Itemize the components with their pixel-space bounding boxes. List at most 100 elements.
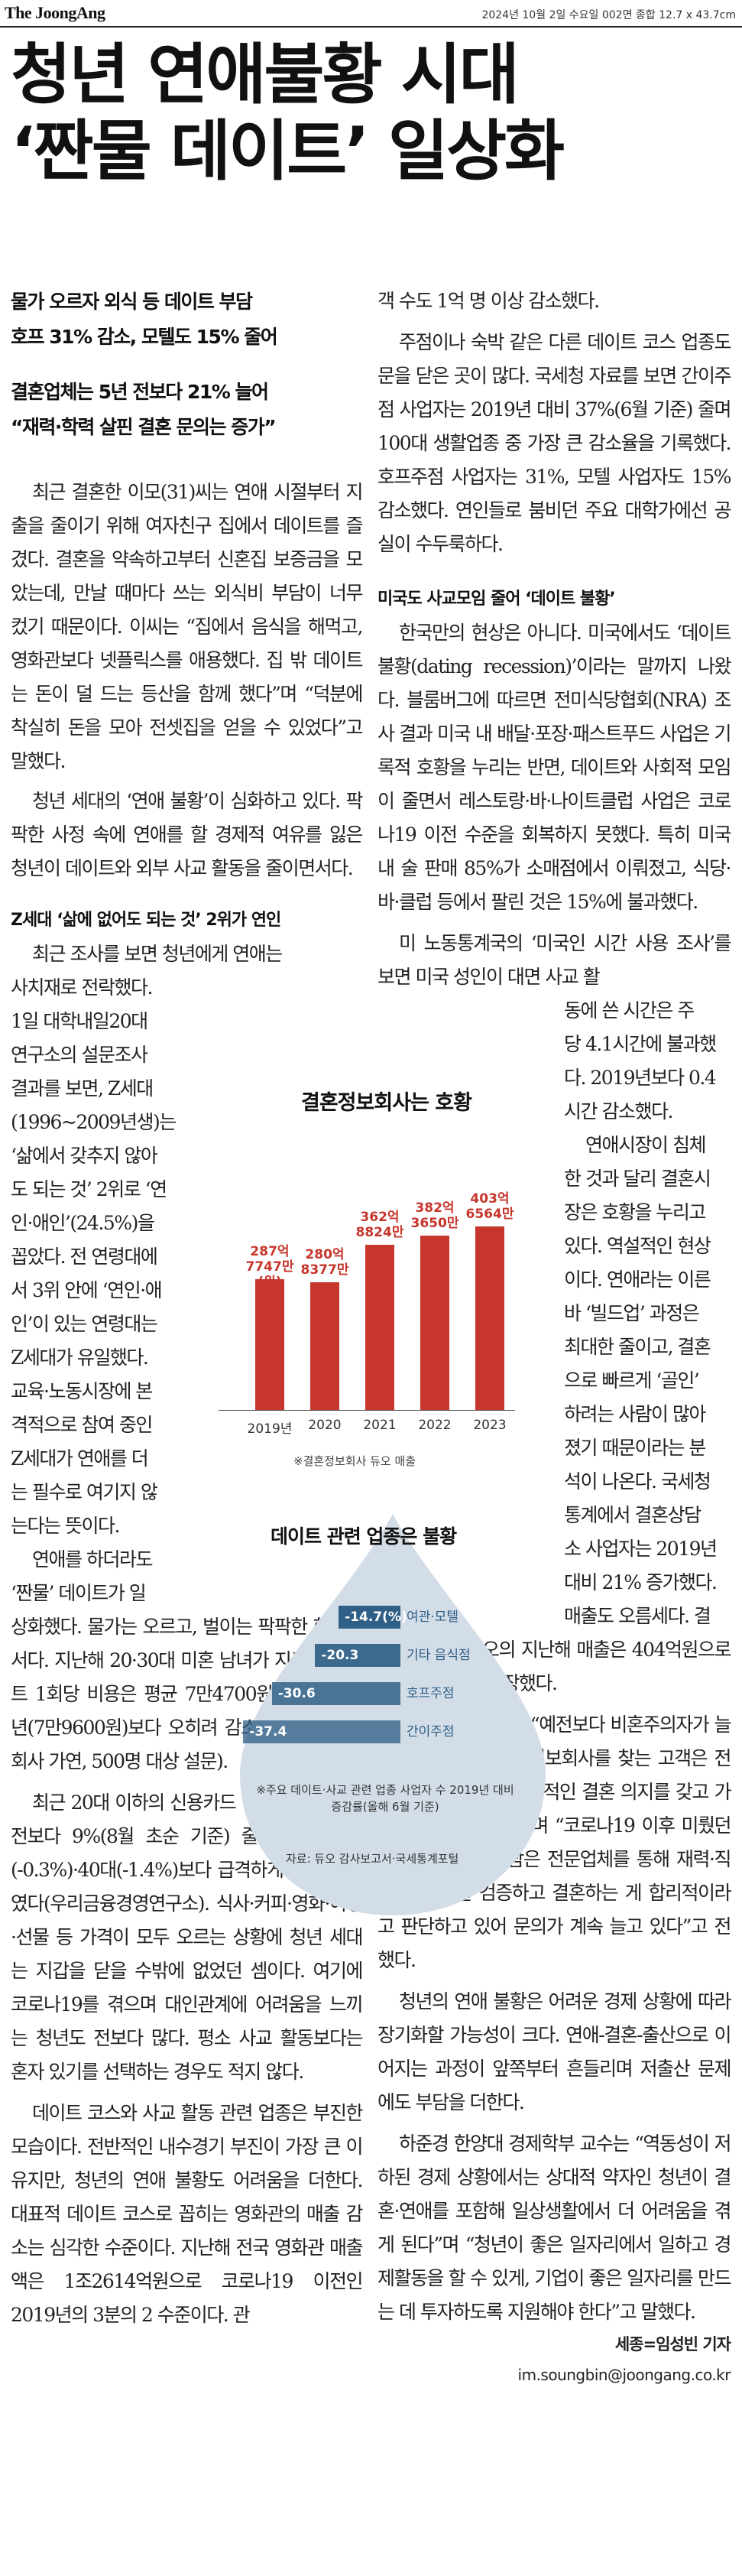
body-line: 사치재로 전락했다.	[11, 976, 153, 999]
subhead-line-4: “재력·학력 살핀 결혼 문의는 증가”	[11, 416, 277, 438]
bar-value-label: 287억 7747만(원)	[245, 1243, 294, 1290]
subhead-line-1: 물가 오르자 외식 등 데이트 부담	[11, 291, 253, 313]
body-line: 석이 나온다. 국세청	[564, 1470, 711, 1493]
body-paragraph: 최근 조사를 보면 청년에게 연애는	[32, 943, 283, 965]
body-text-block: 한국만의 현상은 아니다. 미국에서도 ‘데이트 불황(dating reces…	[377, 616, 732, 994]
newspaper-logo: The JoongAng	[5, 3, 105, 22]
body-paragraph: 주점이나 숙박 같은 다른 데이트 코스 업종도 문을 닫은 곳이 많다. 국세…	[377, 331, 732, 555]
body-line: ‘삶에서 갖추지 않아	[11, 1145, 158, 1167]
body-paragraph: 청년의 연애 불황은 어려운 경제 상황에 따라 장기화할 가능성이 크다. 연…	[377, 1990, 732, 2113]
chart-note: ※결혼정보회사 듀오 매출	[293, 1454, 416, 1468]
bar	[310, 1282, 339, 1410]
x-tick-label: 2021	[363, 1418, 397, 1433]
headline-line-2: ‘짠물 데이트’ 일상화	[11, 113, 565, 190]
body-line: 매출도 오름세다. 결	[564, 1605, 711, 1627]
author-email: im.soungbin@joongang.co.kr	[517, 2366, 731, 2384]
body-line: 연애시장이 침체	[585, 1134, 706, 1156]
body-line: 한 것과 달리 결혼시	[564, 1168, 711, 1190]
headline: 청년 연애불황 시대 ‘짠물 데이트’ 일상화	[11, 37, 737, 190]
body-line: 연애를 하더라도	[32, 1548, 153, 1571]
body-line: 꼽았다. 전 연령대에	[11, 1246, 158, 1268]
body-line: 연구소의 설문조사	[11, 1044, 148, 1066]
bar	[420, 1236, 449, 1410]
body-line: 이다. 연애라는 이른	[564, 1269, 711, 1291]
bar-value-label: 362억 8824만	[355, 1210, 404, 1240]
body-line: 동에 쓴 시간은 주	[564, 999, 695, 1022]
body-paragraph: 한국만의 현상은 아니다. 미국에서도 ‘데이트 불황(dating reces…	[377, 622, 732, 913]
chart-source: 자료: 듀오 감사보고서·국세통계포털	[286, 1852, 459, 1866]
bar-value-label: -20.3	[321, 1648, 359, 1663]
bar	[243, 1720, 400, 1743]
body-text-block: 객 수도 1억 명 이상 감소했다. 주점이나 숙박 같은 다른 데이트 코스 업…	[377, 284, 732, 561]
section-heading: 미국도 사교모임 줄어 ‘데이트 불황’	[377, 590, 616, 609]
body-line: 최대한 줄이고, 결혼	[564, 1336, 711, 1358]
body-line: 교육·노동시장에 본	[11, 1380, 153, 1402]
body-line: Z세대가 유일했다.	[11, 1346, 149, 1369]
x-tick-label: 2020	[308, 1418, 342, 1433]
dateline: 2024년 10월 2일 수요일 002면 종합 12.7 x 43.7cm	[481, 9, 736, 21]
bar-value-label: -37.4	[249, 1724, 287, 1740]
x-tick-label: 2023	[473, 1418, 507, 1433]
bar	[365, 1245, 394, 1410]
body-paragraph: 최근 결혼한 이모(31)씨는 연애 시절부터 지출을 줄이기 위해 여자친구 …	[11, 481, 364, 772]
body-line: 있다. 역설적인 현상	[564, 1235, 711, 1257]
bar	[475, 1226, 504, 1410]
body-line: 시간 감소했다.	[564, 1100, 673, 1122]
body-line: (1996~2009년생)는	[11, 1111, 177, 1133]
x-axis-line	[219, 1410, 515, 1411]
bar	[339, 1606, 400, 1629]
x-tick-label: 2019년	[247, 1421, 293, 1437]
body-line: 다. 2019년보다 0.4	[564, 1067, 717, 1089]
body-line: 으로 빠르게 ‘골인’	[564, 1369, 700, 1392]
bar	[271, 1682, 400, 1705]
bar-value-label: 403억 6564만	[465, 1191, 514, 1222]
body-line: Z세대가 연애를 더	[11, 1447, 149, 1470]
body-line: 도 되는 것’ 2위로 ‘연	[11, 1178, 167, 1200]
category-label: 기타 음식점	[407, 1648, 471, 1663]
body-line: 장은 호황을 누리고	[564, 1201, 706, 1223]
x-tick-label: 2022	[418, 1418, 452, 1433]
category-label: 호프주점	[407, 1686, 455, 1701]
infographic: 결혼정보회사는 호황 287억 7747만(원) 2019년 280억 8377만 2…	[209, 1078, 576, 2225]
category-label: 간이주점	[407, 1724, 455, 1740]
body-line: 졌기 때문이라는 분	[564, 1437, 706, 1459]
body-line: 바 ‘빌드업’ 과정은	[564, 1302, 700, 1324]
body-line: 결과를 보면, Z세대	[11, 1077, 154, 1100]
bar-value-label: -14.7(%)	[345, 1610, 407, 1625]
body-paragraph: 하준경 한양대 경제학부 교수는 “역동성이 저하된 경제 상황에서는 상대적 …	[377, 2133, 732, 2323]
chart-title: 데이트 관련 업종은 불황	[271, 1525, 457, 1548]
bar-value-label: -30.6	[277, 1686, 316, 1701]
body-line: 통계에서 결혼상담	[564, 1504, 701, 1526]
bar	[315, 1644, 400, 1667]
body-line: 격적으로 참여 중인	[11, 1414, 153, 1436]
section-heading: Z세대 ‘삶에 없어도 되는 것’ 2위가 연인	[11, 911, 281, 930]
body-paragraph: 객 수도 1억 명 이상 감소했다.	[377, 290, 600, 312]
body-line: 대비 21% 증가했다.	[564, 1571, 718, 1593]
body-line: 당 4.1시간에 불과했	[564, 1033, 717, 1055]
masthead: The JoongAng 2024년 10월 2일 수요일 002면 종합 12…	[0, 0, 742, 28]
subhead-line-2: 호프 31% 감소, 모텔도 15% 줄어	[11, 326, 278, 348]
bar-value-label: 382억 3650만	[410, 1200, 459, 1232]
subhead-group-2: 결혼업체는 5년 전보다 21% 늘어 “재력·학력 살핀 결혼 문의는 증가”	[11, 375, 362, 445]
body-paragraph: 청년 세대의 ‘연애 불황’이 심화하고 있다. 팍팍한 사정 속에 연애를 할…	[11, 790, 364, 879]
body-paragraph: 미 노동통계국의 ‘미국인 시간 사용 조사’를 보면 미국 성인이 대면 사교…	[377, 932, 732, 988]
body-paragraph: 데이트 코스와 사교 활동 관련 업종은 부진한 모습이다. 전반적인 내수경기…	[11, 2102, 364, 2326]
body-line: 서 3위 안에 ‘연인·애	[11, 1279, 163, 1301]
body-line: ‘짠물’ 데이트가 일	[11, 1582, 147, 1604]
body-line: 하려는 사람이 많아	[564, 1403, 706, 1425]
bar	[255, 1278, 284, 1410]
chart-note: ※주요 데이트·사교 관련 업종 사업자 수 2019년 대비 증감률(올해 6…	[256, 1783, 514, 1814]
body-line: 인’이 있는 연령대는	[11, 1313, 158, 1335]
body-line: 1일 대학내일20대	[11, 1010, 148, 1032]
water-drop-background	[240, 1514, 546, 1915]
body-line: 소 사업자는 2019년	[564, 1538, 718, 1560]
chart-title: 결혼정보회사는 호황	[301, 1091, 472, 1115]
right-column: 객 수도 1억 명 이상 감소했다. 주점이나 숙박 같은 다른 데이트 코스 업…	[377, 284, 732, 2390]
subhead-group-1: 물가 오르자 외식 등 데이트 부담 호프 31% 감소, 모텔도 15% 줄어	[11, 284, 362, 355]
bar-value-label: 280억 8377만	[300, 1246, 349, 1278]
category-label: 여관·모텔	[407, 1610, 458, 1625]
subhead-line-3: 결혼업체는 5년 전보다 21% 늘어	[11, 381, 269, 403]
body-line: 는 필수로 여기지 않	[11, 1481, 158, 1503]
